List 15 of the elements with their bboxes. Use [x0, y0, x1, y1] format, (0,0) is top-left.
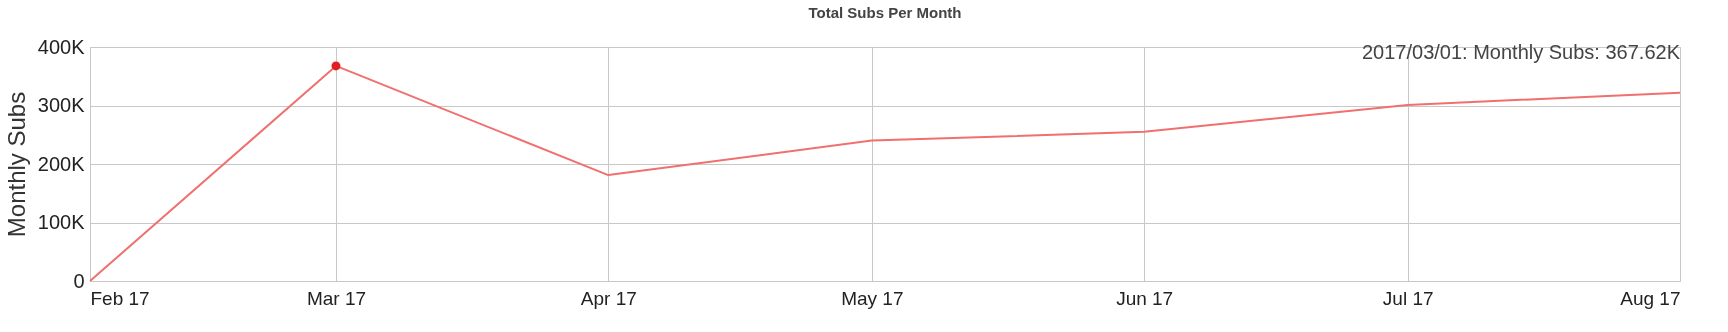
annotation: 2017/03/01: Monthly Subs: 367.62K — [1361, 41, 1681, 63]
y-tick-label: 300K — [37, 94, 86, 116]
x-tick-label: Jul 17 — [1382, 287, 1434, 309]
x-tick-label: Jun 17 — [1116, 287, 1174, 309]
x-tick-label: May 17 — [841, 287, 904, 309]
x-tick-label: Apr 17 — [580, 287, 637, 309]
x-tick-label: Feb 17 — [90, 287, 150, 309]
y-tick-label: 0 — [73, 269, 85, 292]
chart-title: Total Subs Per Month — [808, 4, 962, 21]
y-tick-label: 200K — [37, 152, 86, 175]
x-tick-label: Mar 17 — [306, 287, 367, 309]
x-tick-label: Aug 17 — [1620, 287, 1681, 309]
y-axis-title: Monthly Subs — [2, 91, 30, 238]
y-tick-label: 100K — [37, 211, 86, 233]
y-tick-label: 400K — [37, 35, 86, 58]
